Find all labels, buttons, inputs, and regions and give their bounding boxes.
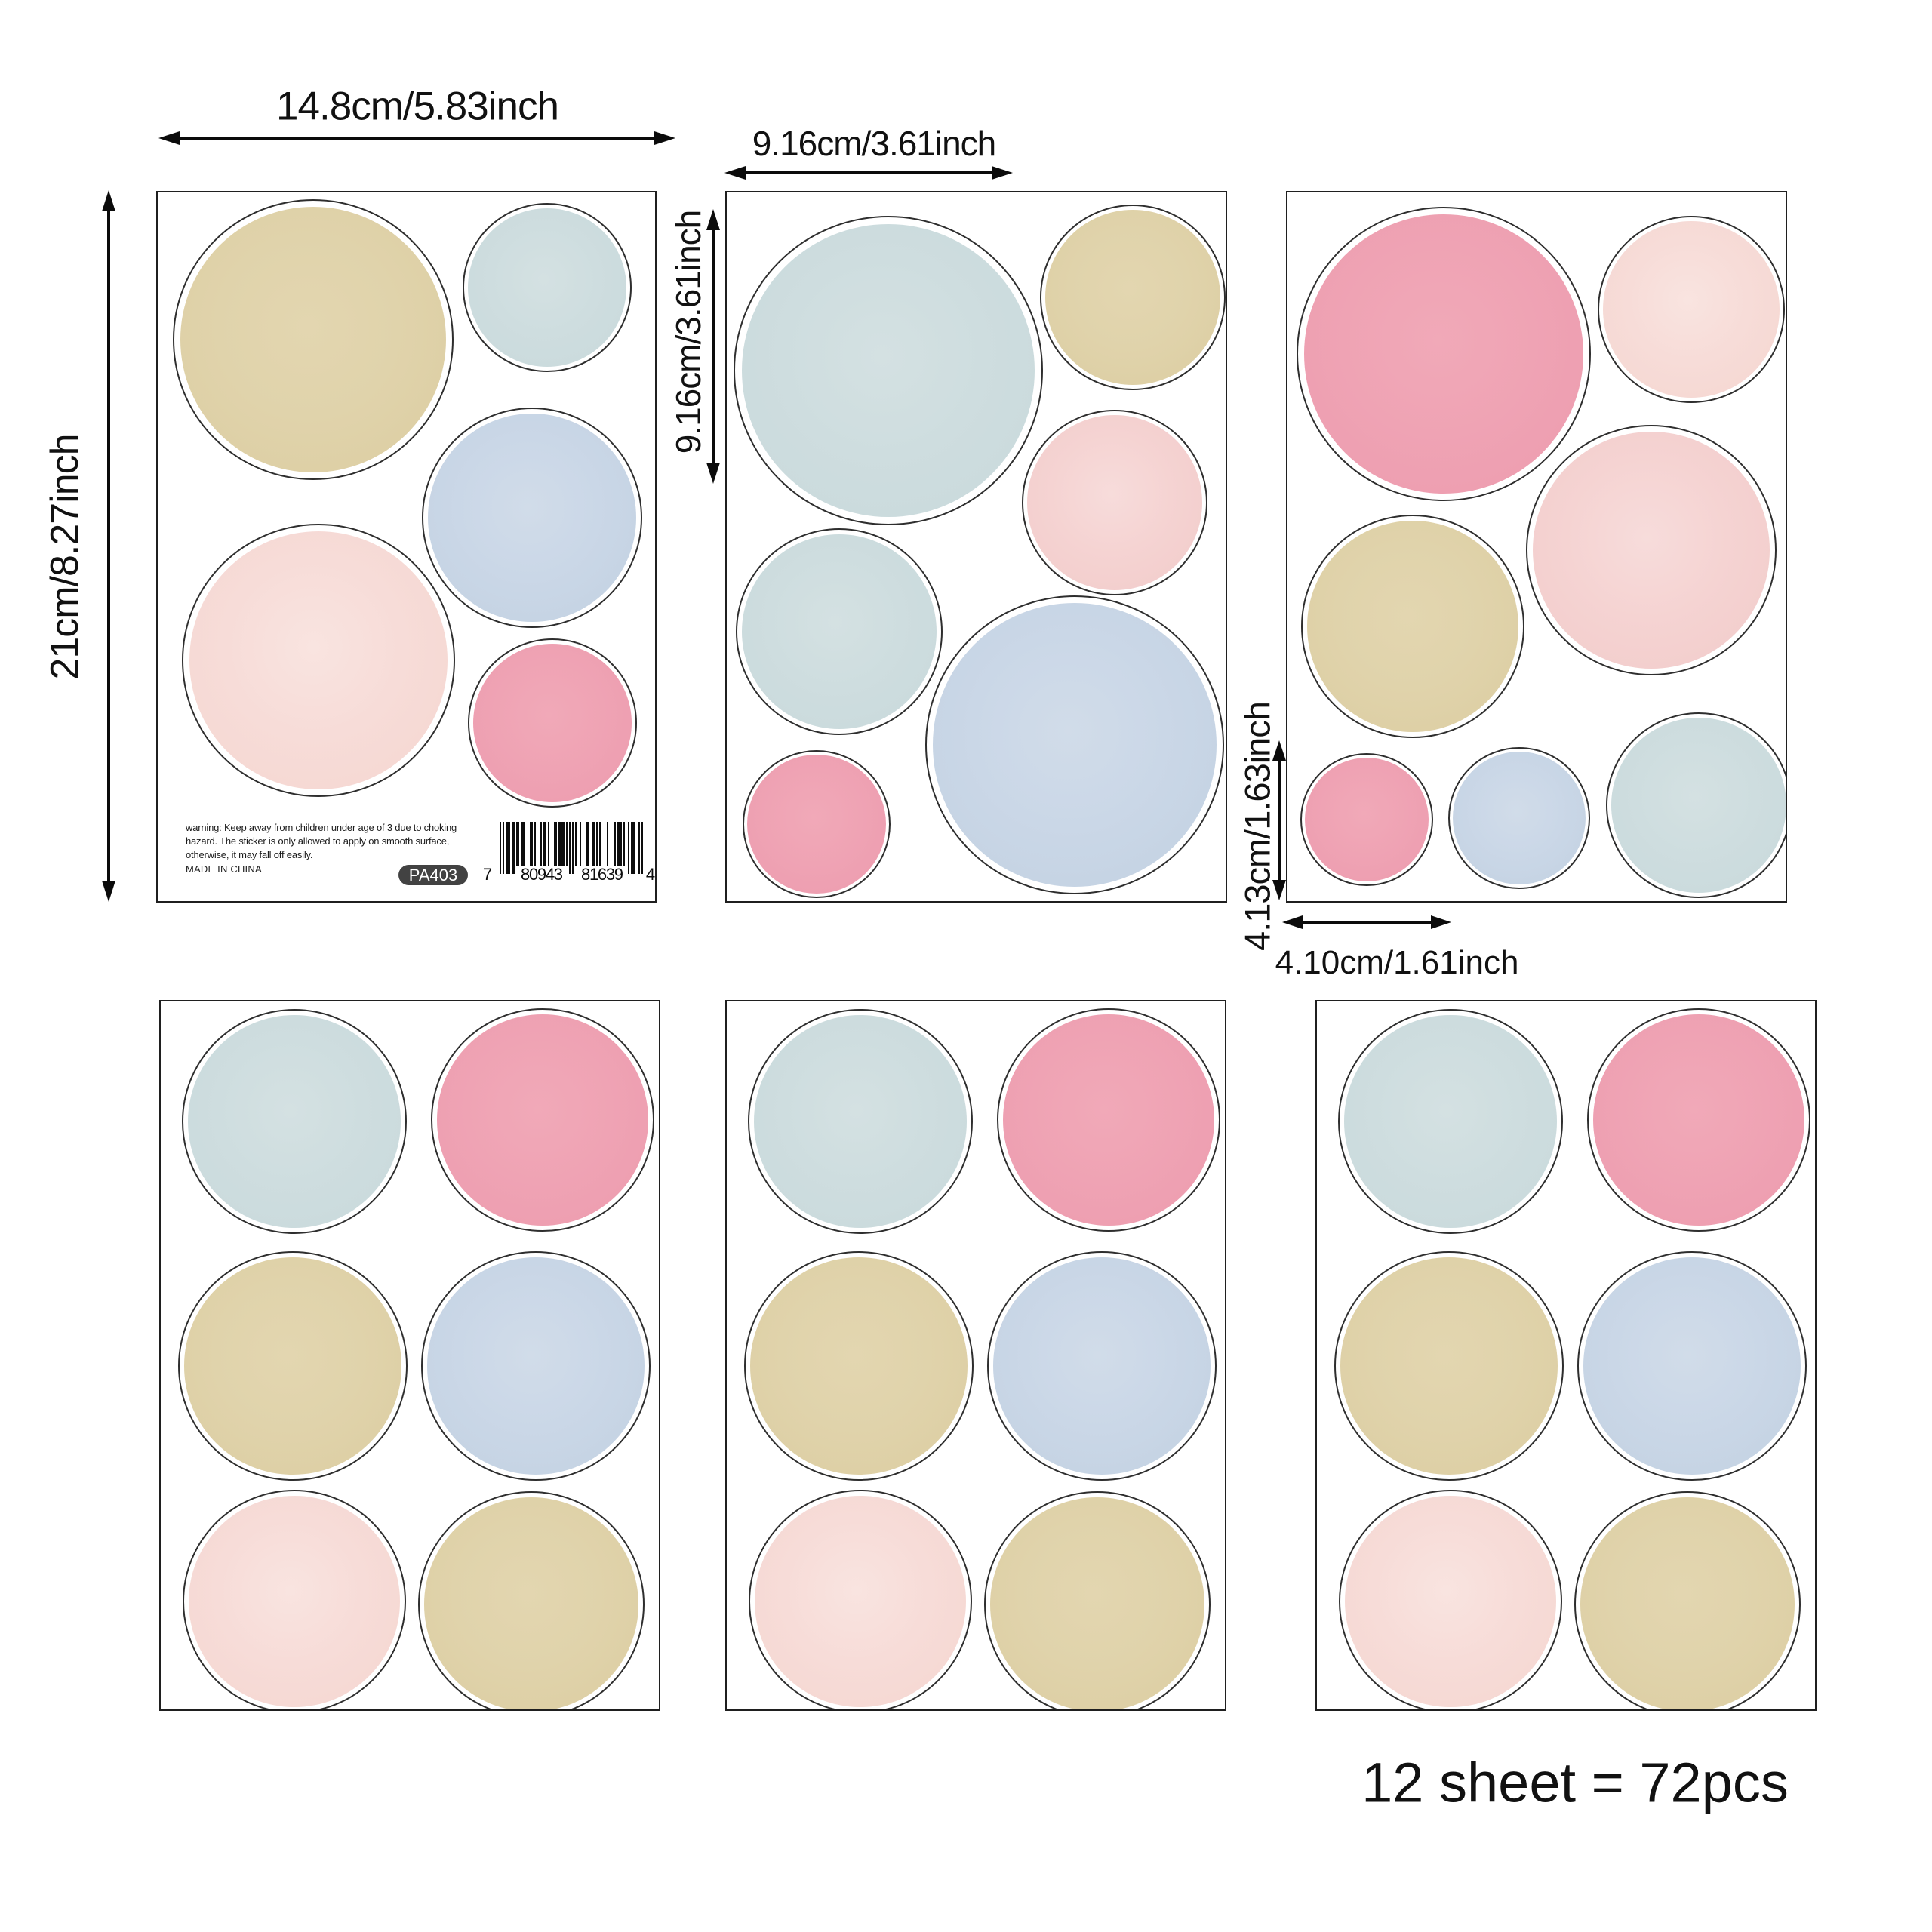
svg-text:81639: 81639	[581, 865, 623, 884]
svg-text:80943: 80943	[521, 865, 563, 884]
svg-text:4: 4	[646, 865, 655, 884]
svg-text:7: 7	[483, 865, 492, 884]
